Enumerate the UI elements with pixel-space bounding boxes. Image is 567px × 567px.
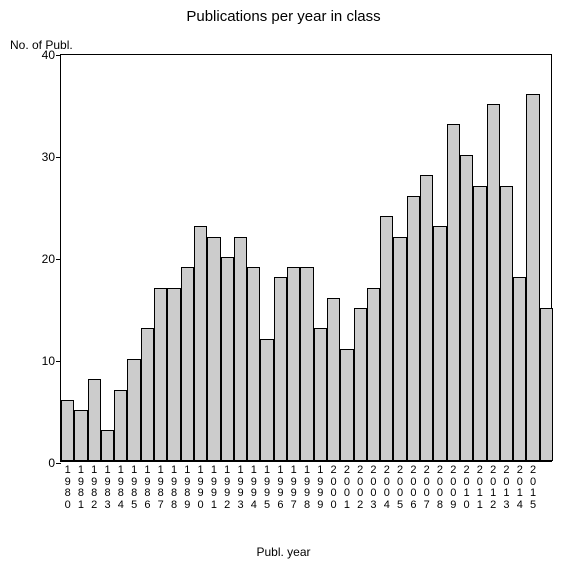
bar <box>101 430 114 461</box>
xtick-label: 2 0 0 9 <box>450 465 456 511</box>
xtick-label: 1 9 9 5 <box>264 465 270 511</box>
xtick-label: 1 9 9 9 <box>317 465 323 511</box>
bar <box>447 124 460 461</box>
bar <box>221 257 234 461</box>
ytick-mark <box>56 259 61 260</box>
bar <box>433 226 446 461</box>
xtick-label: 2 0 1 3 <box>503 465 509 511</box>
bar <box>260 339 273 461</box>
xtick-label: 2 0 1 2 <box>490 465 496 511</box>
bar <box>513 277 526 461</box>
bar <box>207 237 220 461</box>
ytick-mark <box>56 157 61 158</box>
xtick-label: 2 0 0 7 <box>424 465 430 511</box>
xtick-label: 2 0 0 6 <box>410 465 416 511</box>
ytick-mark <box>56 361 61 362</box>
xtick-label: 2 0 0 4 <box>384 465 390 511</box>
bar <box>167 288 180 461</box>
xtick-label: 1 9 9 4 <box>251 465 257 511</box>
xtick-label: 2 0 0 0 <box>331 465 337 511</box>
xtick-label: 1 9 8 5 <box>131 465 137 511</box>
xtick-label: 1 9 9 2 <box>224 465 230 511</box>
bar <box>407 196 420 461</box>
xtick-label: 1 9 8 1 <box>78 465 84 511</box>
ytick-label: 40 <box>42 48 55 62</box>
bar <box>380 216 393 461</box>
xtick-label: 1 9 8 4 <box>118 465 124 511</box>
ytick-label: 0 <box>48 456 55 470</box>
bar <box>300 267 313 461</box>
bar <box>393 237 406 461</box>
bar <box>540 308 553 461</box>
bar <box>367 288 380 461</box>
ytick-mark <box>56 55 61 56</box>
bar <box>114 390 127 461</box>
bar <box>274 277 287 461</box>
bar <box>234 237 247 461</box>
xtick-label: 1 9 8 9 <box>184 465 190 511</box>
bar <box>460 155 473 461</box>
bar <box>154 288 167 461</box>
xtick-label: 2 0 1 5 <box>530 465 536 511</box>
bar <box>127 359 140 461</box>
xtick-label: 1 9 9 8 <box>304 465 310 511</box>
bar <box>314 328 327 461</box>
xtick-label: 1 9 8 7 <box>158 465 164 511</box>
xtick-label: 1 9 9 0 <box>198 465 204 511</box>
xtick-label: 1 9 8 8 <box>171 465 177 511</box>
ytick-label: 10 <box>42 354 55 368</box>
chart-container: Publications per year in class No. of Pu… <box>0 0 567 567</box>
bars-group <box>61 55 551 461</box>
bar <box>487 104 500 461</box>
plot-area: 0102030401 9 8 01 9 8 11 9 8 21 9 8 31 9… <box>60 54 552 462</box>
bar <box>74 410 87 461</box>
xtick-label: 2 0 1 1 <box>477 465 483 511</box>
xtick-label: 2 0 0 2 <box>357 465 363 511</box>
ytick-label: 30 <box>42 150 55 164</box>
bar <box>287 267 300 461</box>
bar <box>340 349 353 461</box>
xtick-label: 1 9 9 6 <box>277 465 283 511</box>
bar <box>141 328 154 461</box>
xtick-label: 1 9 8 2 <box>91 465 97 511</box>
bar <box>181 267 194 461</box>
bar <box>61 400 74 461</box>
xtick-label: 2 0 0 8 <box>437 465 443 511</box>
bar <box>327 298 340 461</box>
x-axis-label: Publ. year <box>0 545 567 559</box>
xtick-label: 1 9 8 0 <box>65 465 71 511</box>
bar <box>420 175 433 461</box>
bar <box>354 308 367 461</box>
ytick-label: 20 <box>42 252 55 266</box>
xtick-label: 1 9 9 7 <box>291 465 297 511</box>
bar <box>194 226 207 461</box>
xtick-label: 2 0 1 0 <box>464 465 470 511</box>
xtick-label: 1 9 8 3 <box>104 465 110 511</box>
xtick-label: 1 9 9 3 <box>237 465 243 511</box>
ytick-mark <box>56 463 61 464</box>
bar <box>473 186 486 461</box>
xtick-label: 2 0 1 4 <box>517 465 523 511</box>
xtick-label: 2 0 0 3 <box>370 465 376 511</box>
xtick-label: 1 9 8 6 <box>144 465 150 511</box>
bar <box>247 267 260 461</box>
xtick-label: 1 9 9 1 <box>211 465 217 511</box>
chart-title: Publications per year in class <box>0 8 567 25</box>
xtick-label: 2 0 0 5 <box>397 465 403 511</box>
bar <box>88 379 101 461</box>
bar <box>526 94 539 461</box>
bar <box>500 186 513 461</box>
xtick-label: 2 0 0 1 <box>344 465 350 511</box>
